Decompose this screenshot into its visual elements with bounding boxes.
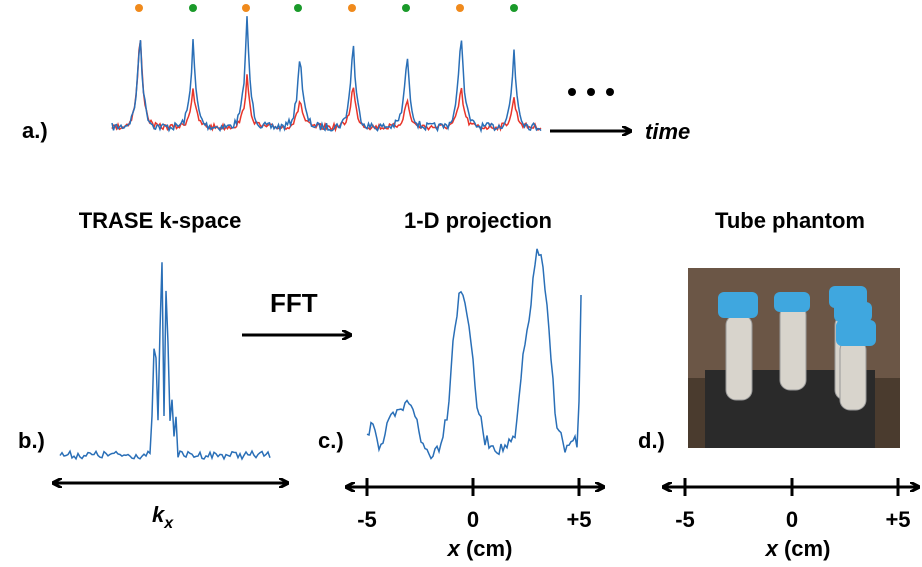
tick-label: -5 [357, 507, 377, 532]
k: k [152, 502, 166, 527]
axis-label: kx [152, 502, 174, 532]
tick-label: +5 [566, 507, 591, 532]
subscript: x [163, 515, 174, 532]
axis-label: x (cm) [447, 536, 513, 561]
ellipsis [568, 88, 614, 96]
trace-red [111, 40, 542, 133]
trace-blue [111, 16, 542, 134]
panel-label: d.) [638, 428, 665, 453]
dot [294, 4, 302, 12]
tick-label: -5 [675, 507, 695, 532]
dot [242, 4, 250, 12]
panel-label: c.) [318, 428, 344, 453]
axis-label: x (cm) [765, 536, 831, 561]
unit: (cm) [784, 536, 830, 561]
dot [189, 4, 197, 12]
dot [510, 4, 518, 12]
dot [402, 4, 410, 12]
panel-title: Tube phantom [715, 208, 865, 233]
dot [456, 4, 464, 12]
phantom-photo [688, 268, 900, 448]
x: x [447, 536, 461, 561]
tick-label: 0 [467, 507, 479, 532]
unit: (cm) [466, 536, 512, 561]
panel-label: b.) [18, 428, 45, 453]
dot [348, 4, 356, 12]
x: x [765, 536, 779, 561]
dot [135, 4, 143, 12]
panel-label: a.) [22, 118, 48, 143]
panel-title: TRASE k-space [79, 208, 242, 233]
fft-label: FFT [270, 288, 318, 318]
tick-label: 0 [786, 507, 798, 532]
projection-trace [366, 248, 582, 460]
kspace-trace [59, 262, 271, 461]
event-dots [135, 4, 518, 12]
axis-label: time [645, 119, 690, 144]
panel-title: 1-D projection [404, 208, 552, 233]
tick-label: +5 [885, 507, 910, 532]
